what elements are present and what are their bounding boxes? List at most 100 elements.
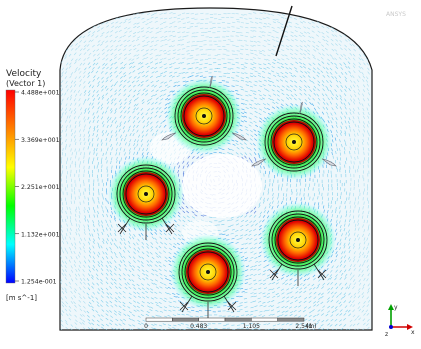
velocity-vector — [295, 49, 299, 52]
velocity-vector — [83, 17, 87, 20]
velocity-vector — [284, 279, 288, 282]
velocity-vector — [150, 232, 153, 236]
velocity-vector — [82, 269, 85, 273]
velocity-vector — [83, 80, 86, 84]
velocity-vector — [249, 142, 253, 146]
velocity-vector — [79, 129, 81, 133]
velocity-vector — [235, 152, 239, 155]
velocity-vector — [133, 76, 137, 79]
velocity-vector — [88, 52, 92, 56]
velocity-vector — [226, 219, 231, 222]
velocity-vector — [158, 115, 162, 118]
velocity-vector — [176, 58, 180, 60]
support-leg — [161, 217, 173, 235]
velocity-vector — [358, 17, 361, 21]
velocity-vector — [115, 81, 119, 84]
velocity-vector — [118, 263, 122, 267]
velocity-vector — [311, 328, 315, 330]
velocity-vector — [145, 290, 149, 294]
velocity-vector — [60, 323, 64, 327]
velocity-vector — [330, 282, 333, 285]
velocity-vector — [367, 214, 369, 218]
velocity-vector — [79, 287, 82, 290]
velocity-vector — [195, 67, 199, 69]
velocity-vector — [167, 94, 171, 97]
velocity-vector — [84, 260, 87, 264]
velocity-vector — [96, 228, 99, 232]
foot-marker — [179, 301, 189, 311]
velocity-vector — [194, 59, 198, 61]
velocity-vector — [271, 300, 275, 302]
velocity-vector — [252, 143, 256, 146]
velocity-vector — [132, 110, 135, 114]
velocity-vector — [253, 268, 257, 271]
velocity-vector — [65, 33, 69, 37]
velocity-vector — [281, 85, 285, 88]
velocity-vector — [308, 295, 312, 299]
velocity-vector — [88, 120, 91, 124]
velocity-vector — [271, 106, 275, 109]
velocity-vector — [75, 256, 78, 260]
velocity-vector — [335, 269, 338, 273]
velocity-vector — [146, 129, 149, 133]
velocity-vector — [340, 101, 343, 105]
velocity-vector — [102, 52, 105, 55]
velocity-vector — [241, 219, 245, 223]
velocity-vector — [304, 98, 308, 102]
impeller-ring — [119, 167, 173, 221]
velocity-vector — [145, 30, 149, 33]
velocity-vector — [97, 115, 100, 119]
velocity-vector — [84, 22, 87, 25]
velocity-vector — [61, 67, 65, 71]
velocity-vector — [339, 34, 343, 38]
velocity-vector — [244, 48, 249, 50]
velocity-vector — [60, 319, 63, 323]
velocity-vector — [339, 263, 343, 267]
velocity-vector — [249, 152, 252, 156]
velocity-vector — [94, 209, 96, 213]
velocity-vector — [365, 39, 369, 43]
velocity-vector — [169, 90, 173, 93]
velocity-vector — [83, 249, 86, 254]
velocity-vector — [307, 52, 311, 55]
velocity-vector — [250, 63, 254, 65]
velocity-vector — [262, 31, 266, 33]
scale-bar-segments — [145, 317, 305, 322]
velocity-vector — [154, 16, 159, 19]
velocity-vector — [164, 84, 168, 87]
velocity-vector — [267, 54, 271, 57]
velocity-vector — [75, 268, 78, 272]
velocity-vector — [155, 31, 159, 34]
velocity-vector — [264, 206, 267, 210]
velocity-vector — [68, 53, 72, 57]
velocity-vector — [358, 209, 360, 213]
velocity-vector — [176, 242, 180, 246]
watermark: ANSYS — [386, 11, 406, 18]
velocity-vector — [331, 151, 333, 156]
hub-ring — [195, 107, 213, 125]
velocity-vector — [128, 228, 131, 232]
velocity-vector — [83, 155, 85, 159]
velocity-vector — [311, 36, 315, 39]
velocity-vector — [261, 50, 266, 52]
velocity-vector — [123, 63, 127, 66]
velocity-vector — [266, 264, 270, 267]
velocity-vector — [110, 134, 113, 139]
velocity-vector — [245, 94, 249, 97]
velocity-vector — [156, 80, 160, 83]
velocity-vector — [343, 102, 346, 106]
velocity-vector — [249, 287, 253, 289]
velocity-vector — [127, 240, 131, 244]
velocity-vector — [64, 76, 67, 79]
velocity-vector — [182, 171, 185, 175]
velocity-vector — [97, 40, 101, 43]
velocity-vector — [64, 290, 68, 294]
velocity-vector — [123, 263, 127, 267]
velocity-vector — [65, 138, 67, 143]
velocity-vector — [177, 49, 181, 51]
velocity-vector — [361, 292, 365, 296]
velocity-vector — [195, 311, 199, 313]
velocity-vector — [91, 322, 95, 326]
velocity-vector — [367, 137, 370, 141]
velocity-vector — [276, 21, 281, 24]
